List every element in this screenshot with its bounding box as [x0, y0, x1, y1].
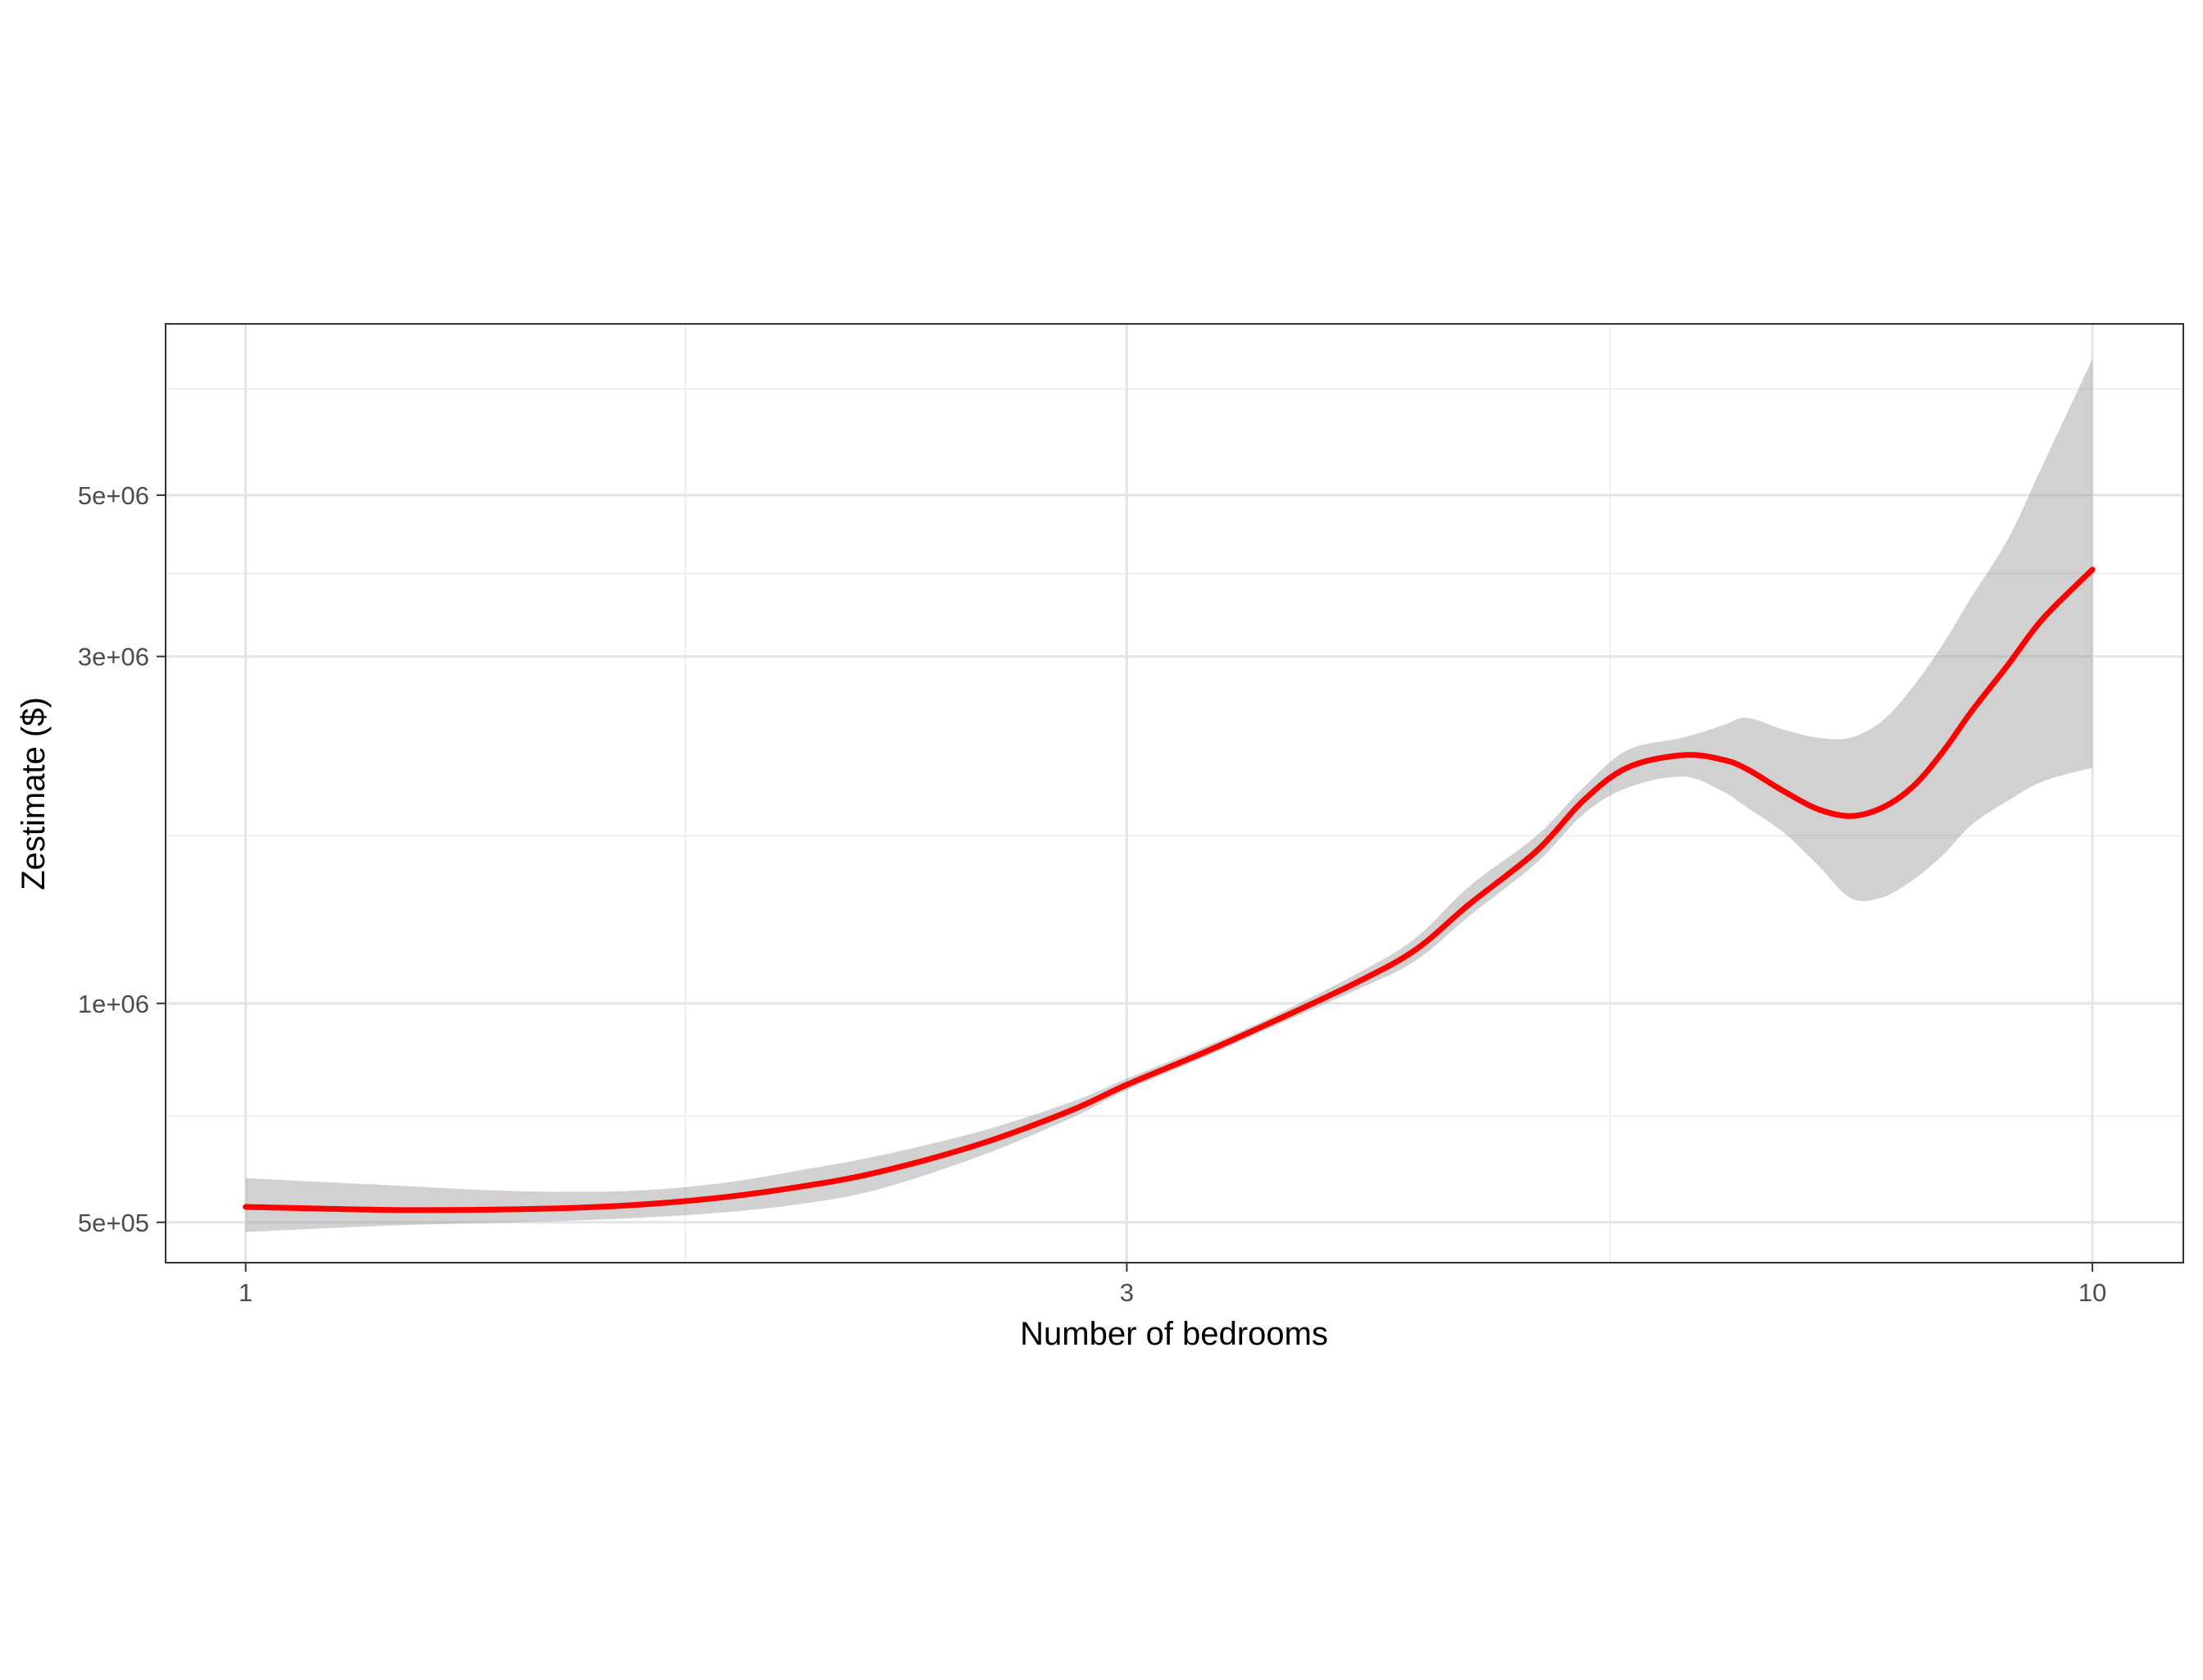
y-tick-label: 5e+06 [78, 481, 149, 510]
minor-grid [166, 324, 2183, 1263]
x-axis-title: Number of bedrooms [1020, 1316, 1328, 1352]
x-tick-label: 1 [239, 1278, 253, 1307]
x-tick-label: 3 [1120, 1278, 1134, 1307]
y-tick-label: 5e+05 [78, 1209, 149, 1237]
x-tick-label: 10 [2078, 1278, 2106, 1307]
plot-panel [166, 324, 2183, 1263]
x-axis: 1 3 10 [239, 1263, 2106, 1307]
y-tick-label: 1e+06 [78, 990, 149, 1018]
y-axis-title: Zestimate ($) [16, 697, 52, 890]
y-tick-label: 3e+06 [78, 643, 149, 672]
y-axis: 5e+05 1e+06 3e+06 5e+06 [78, 481, 166, 1237]
major-grid [166, 324, 2183, 1263]
series-line [243, 567, 2096, 1213]
plot-border [165, 323, 2184, 1263]
